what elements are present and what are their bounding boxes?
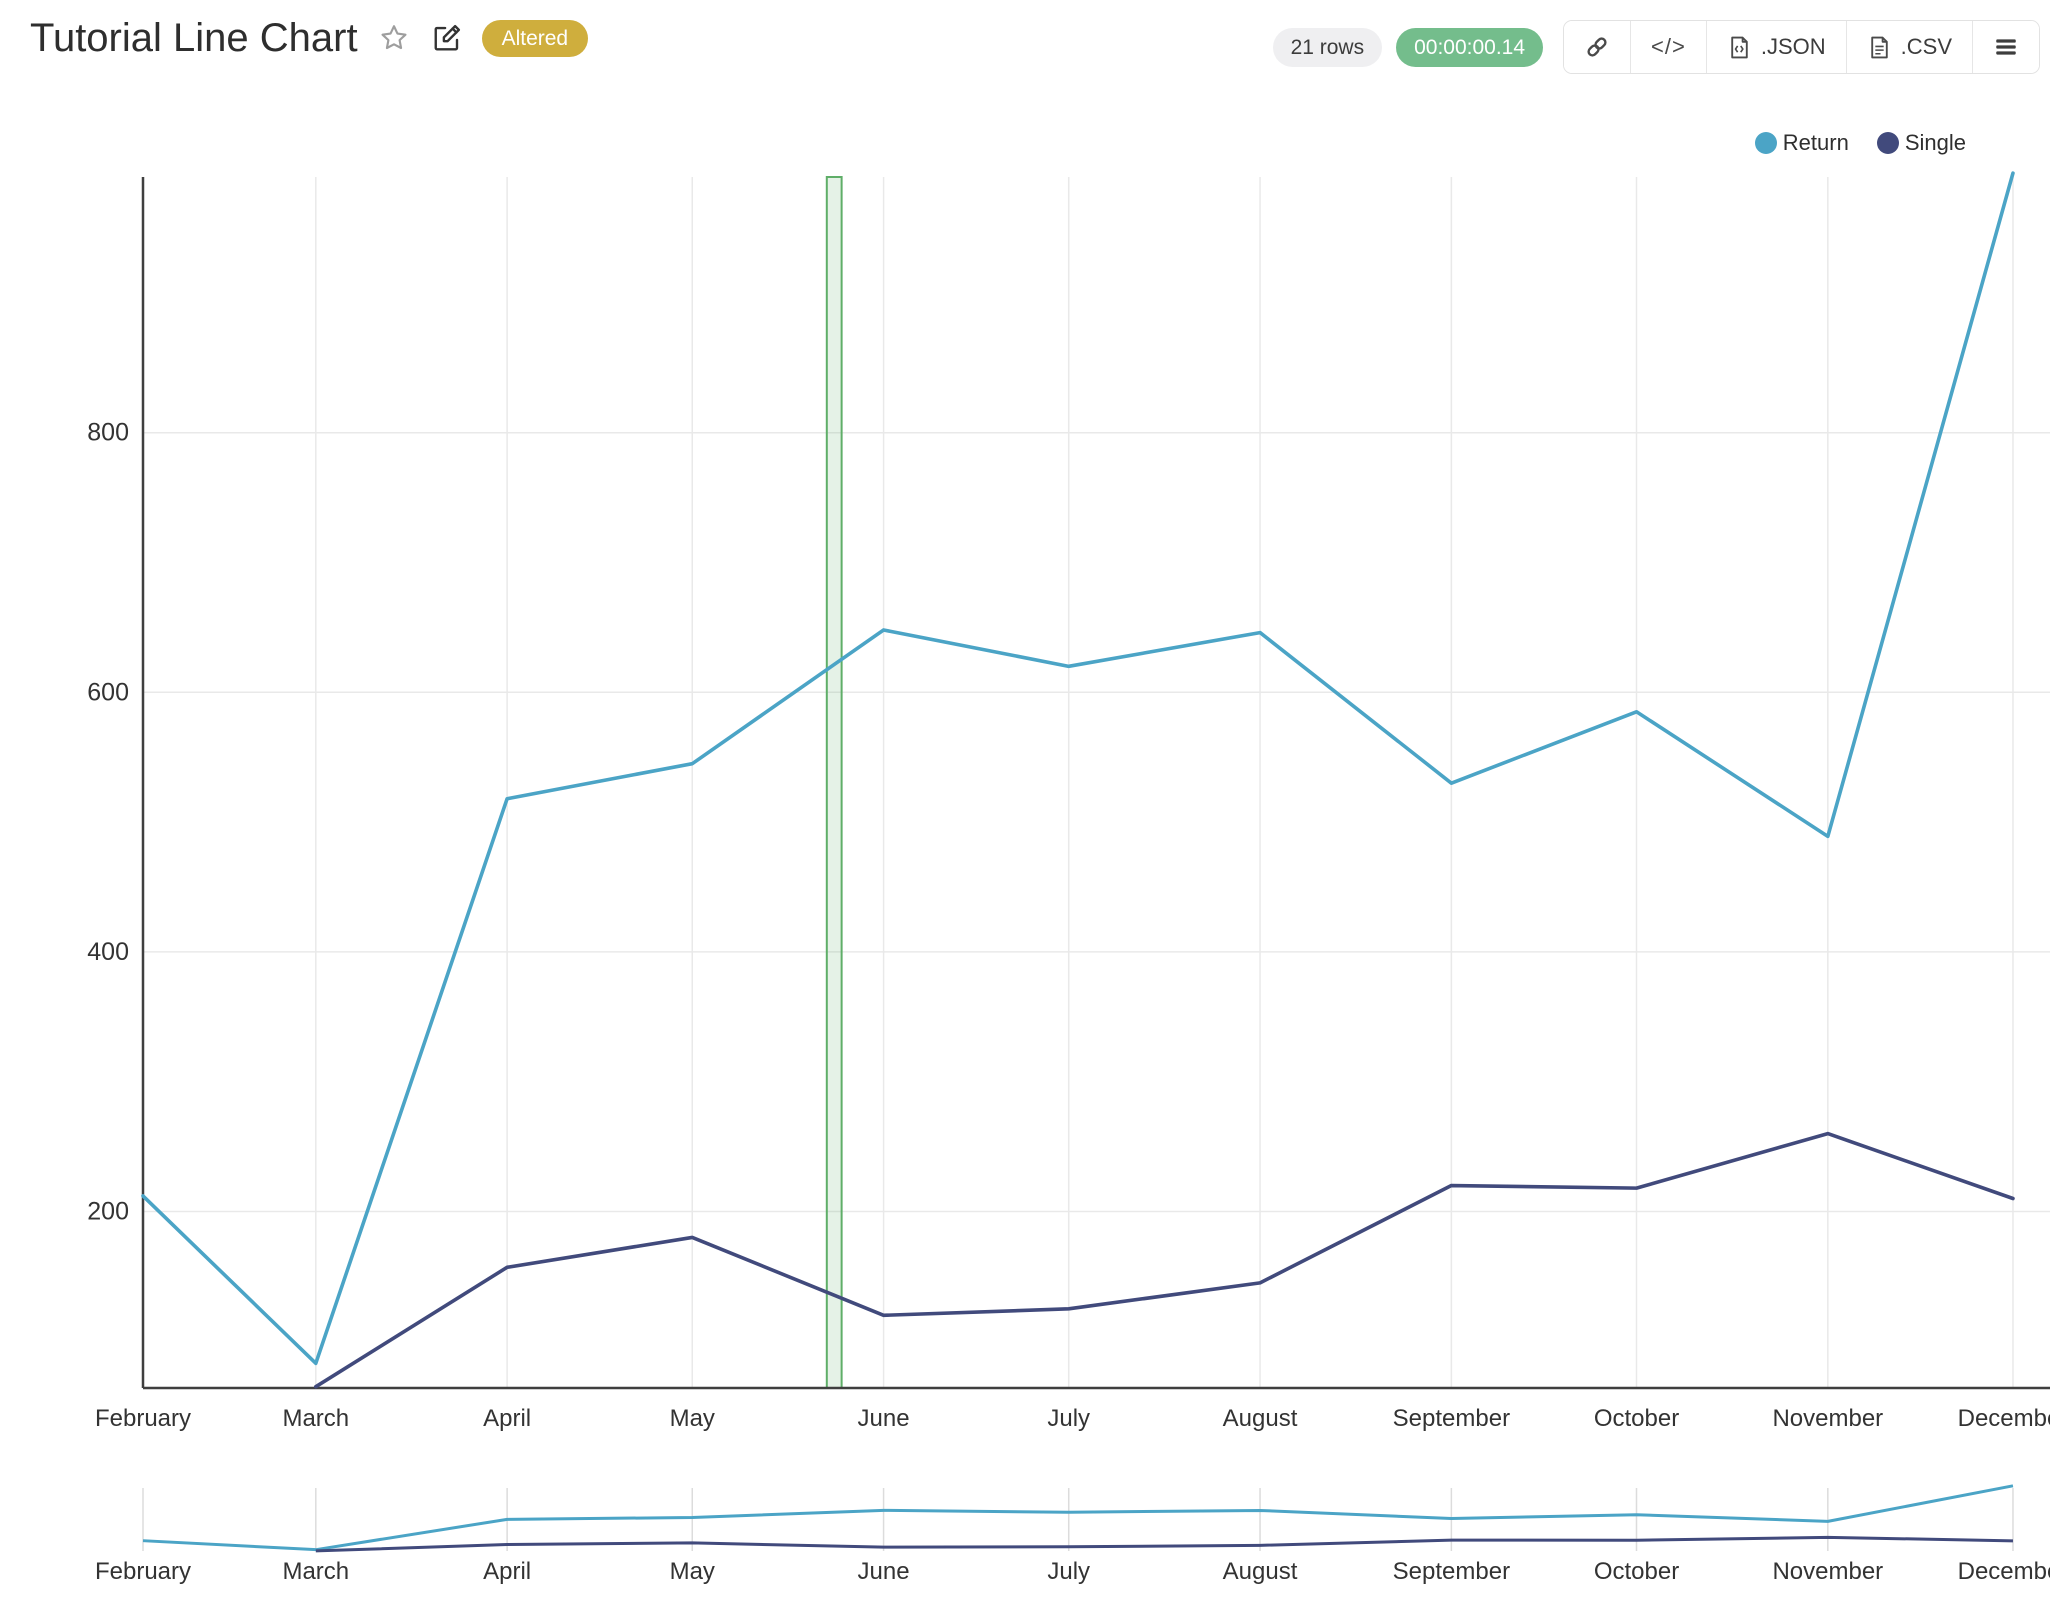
series-line-return xyxy=(141,171,2015,1366)
svg-text:800: 800 xyxy=(87,419,129,447)
favorite-star-icon[interactable] xyxy=(376,20,412,56)
line-chart: 200 400 600 800 February March April May June Jul… xyxy=(87,171,2050,1585)
query-header: Tutorial Line Chart Altered 21 rows 00:0… xyxy=(0,0,2050,86)
svg-text:May: May xyxy=(670,1405,715,1432)
legend-dot-single xyxy=(1876,132,1899,154)
code-brackets-icon: </> xyxy=(1651,34,1686,59)
json-label: .JSON xyxy=(1760,34,1826,59)
svg-text:400: 400 xyxy=(87,938,129,966)
svg-text:November: November xyxy=(1772,1558,1883,1585)
export-toolbar: </> .JSON .CSV xyxy=(1563,20,2040,74)
svg-text:March: March xyxy=(282,1405,349,1432)
selection-band[interactable] xyxy=(825,176,843,1389)
overview-tick-labels: February March April May June July August Septe… xyxy=(95,1558,2050,1585)
svg-text:200: 200 xyxy=(87,1197,129,1225)
legend-dot-return xyxy=(1754,132,1777,154)
svg-text:April: April xyxy=(483,1558,531,1585)
execution-time-pill: 00:00:00.14 xyxy=(1396,27,1544,67)
axes xyxy=(141,177,2050,1390)
series-line-single xyxy=(314,1131,2015,1389)
legend-label-return: Return xyxy=(1782,130,1849,155)
csv-label: .CSV xyxy=(1900,34,1952,59)
chain-link-icon xyxy=(1584,34,1610,60)
svg-text:October: October xyxy=(1594,1405,1679,1432)
svg-text:March: March xyxy=(282,1558,349,1585)
svg-text:August: August xyxy=(1223,1405,1298,1432)
hamburger-menu-icon xyxy=(1993,34,2019,60)
legend-item-single[interactable]: Single xyxy=(1876,130,1966,156)
overview-line-single xyxy=(315,1535,2013,1553)
svg-text:June: June xyxy=(858,1405,910,1432)
svg-text:July: July xyxy=(1047,1558,1090,1585)
y-tick-labels: 200 400 600 800 xyxy=(87,419,129,1226)
edit-pencil-square-icon[interactable] xyxy=(430,21,464,55)
svg-text:June: June xyxy=(858,1558,910,1585)
svg-text:August: August xyxy=(1223,1558,1298,1585)
overview-strip[interactable] xyxy=(142,1484,2014,1553)
overview-line-return xyxy=(142,1484,2014,1552)
download-json-button[interactable]: .JSON xyxy=(1705,21,1846,73)
svg-text:February: February xyxy=(95,1558,191,1585)
svg-text:December: December xyxy=(1958,1558,2050,1585)
chart-legend: Return Single xyxy=(1754,130,1966,156)
svg-text:600: 600 xyxy=(87,678,129,706)
svg-text:February: February xyxy=(95,1405,191,1432)
legend-item-return[interactable]: Return xyxy=(1754,130,1849,156)
embed-code-button[interactable]: </> xyxy=(1630,21,1706,73)
download-csv-button[interactable]: .CSV xyxy=(1845,21,1972,73)
svg-text:November: November xyxy=(1772,1405,1883,1432)
x-tick-labels: February March April May June July August Septe… xyxy=(95,1405,2050,1432)
svg-text:December: December xyxy=(1958,1405,2050,1432)
status-badge: Altered xyxy=(481,19,589,57)
more-menu-button[interactable] xyxy=(1972,21,2039,73)
svg-text:July: July xyxy=(1047,1405,1090,1432)
grid-lines xyxy=(143,177,2050,1388)
svg-text:April: April xyxy=(483,1405,531,1432)
copy-link-button[interactable] xyxy=(1564,21,1631,73)
svg-text:September: September xyxy=(1393,1405,1510,1432)
file-text-icon xyxy=(1867,35,1892,60)
file-json-icon xyxy=(1727,35,1752,60)
legend-label-single: Single xyxy=(1904,130,1966,155)
page-title: Tutorial Line Chart xyxy=(30,16,358,60)
rows-count-pill: 21 rows xyxy=(1272,27,1383,67)
svg-text:May: May xyxy=(670,1558,715,1585)
svg-text:September: September xyxy=(1393,1558,1510,1585)
svg-text:October: October xyxy=(1594,1558,1679,1585)
